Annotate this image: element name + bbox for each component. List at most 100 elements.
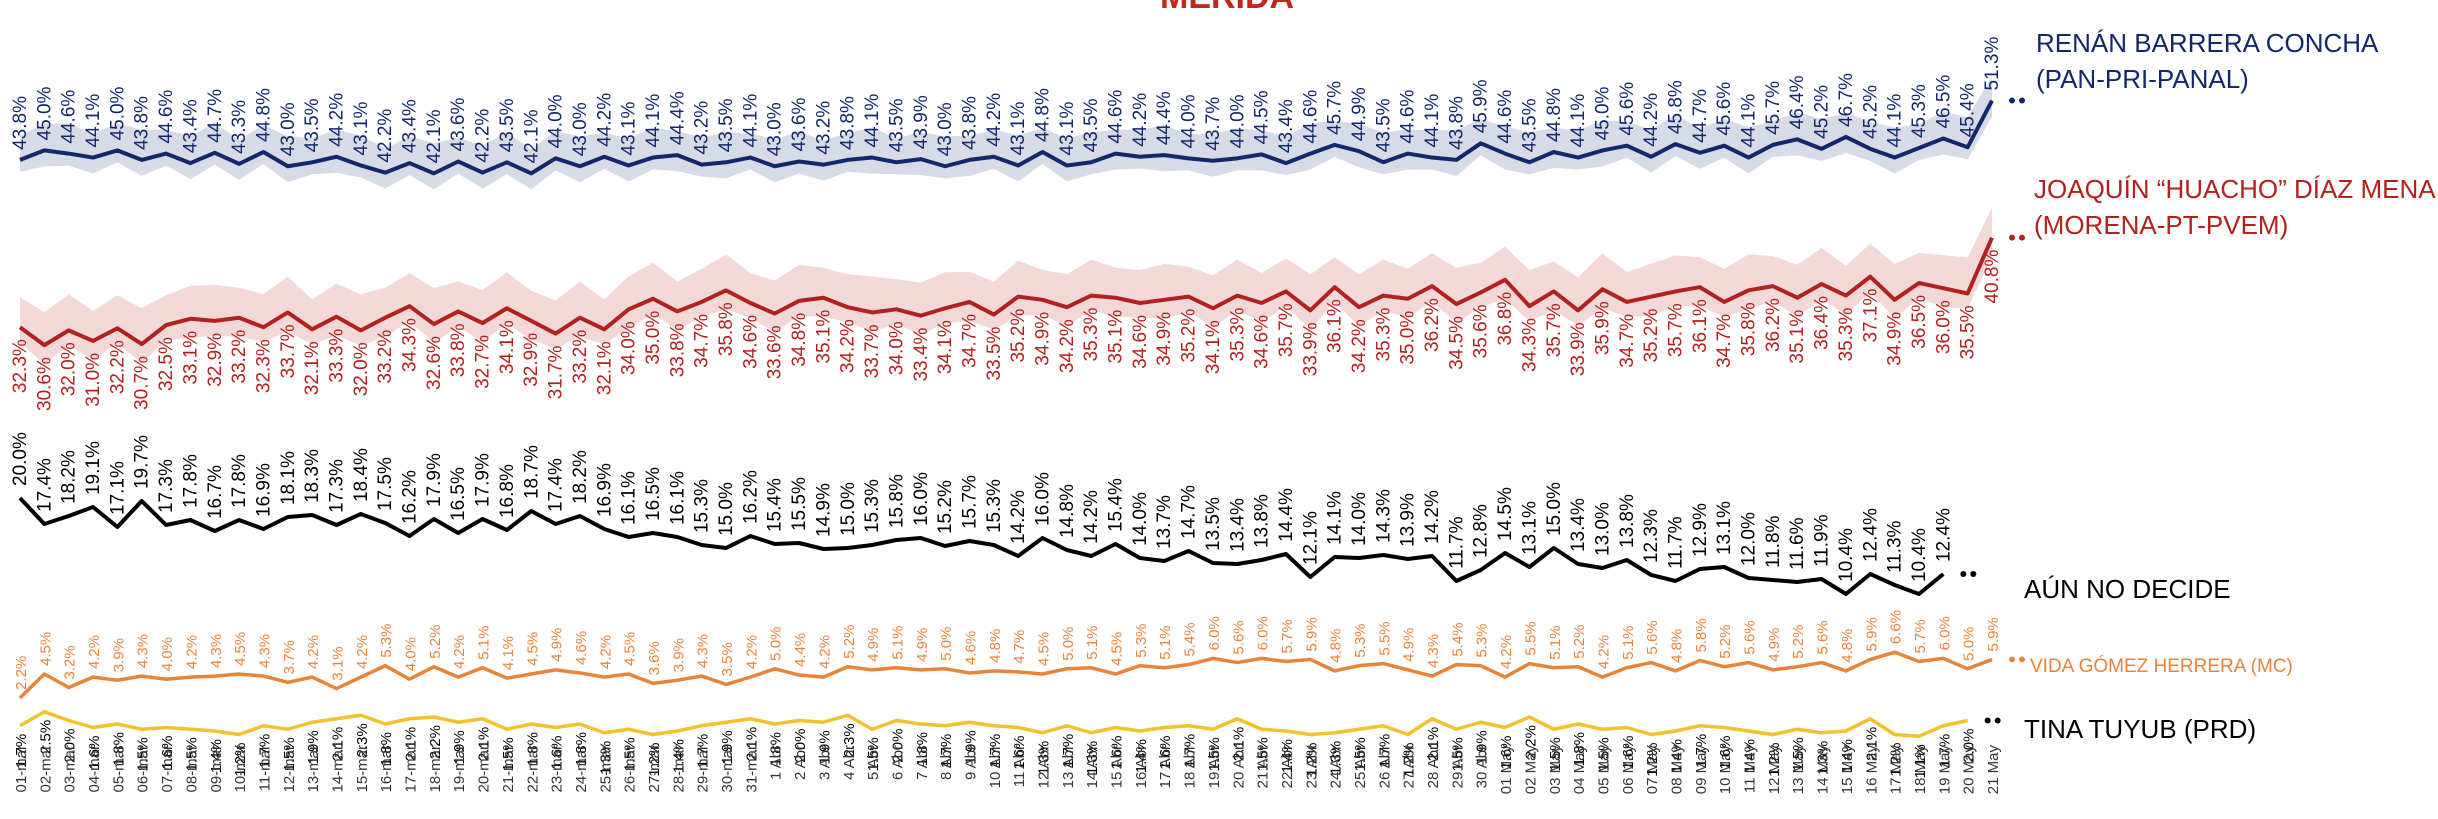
data-label-s1-18: 33.8% [448, 323, 469, 377]
data-label-s2-40: 15.3% [984, 479, 1005, 533]
data-label-s2-50: 13.4% [1227, 498, 1248, 552]
x-tick-label-33: 3 Abr [816, 745, 833, 780]
data-label-s0-50: 44.0% [1227, 94, 1248, 148]
data-label-s0-74: 45.2% [1812, 85, 1833, 139]
data-label-s4-26: 1.2% [646, 743, 663, 777]
data-label-s4-23: 1.8% [573, 732, 590, 766]
data-label-s2-64: 13.4% [1568, 498, 1589, 552]
data-label-s0-6: 44.6% [156, 90, 177, 144]
x-tick-label-70: 10 May [1717, 745, 1734, 795]
x-tick-label-4: 05-mar [110, 745, 127, 793]
data-label-s4-43: 1.7% [1060, 734, 1077, 768]
data-label-s2-36: 15.8% [886, 474, 907, 528]
end-dot-a-3 [2009, 656, 2015, 663]
data-label-s1-59: 34.5% [1446, 316, 1467, 370]
data-label-s4-63: 1.5% [1547, 737, 1564, 771]
x-tick-label-51: 21 Abr [1255, 745, 1272, 788]
data-label-s4-2: 2.0% [62, 729, 79, 763]
data-label-s4-62: 2.2% [1522, 725, 1539, 759]
data-label-s0-25: 43.1% [619, 101, 640, 155]
x-tick-label-81: 21 May [1985, 745, 2002, 795]
x-tick-label-61: 01 May [1498, 745, 1515, 795]
data-label-s1-40: 33.5% [984, 326, 1005, 380]
data-label-s4-30: 2.1% [743, 727, 760, 761]
data-label-s0-57: 44.6% [1398, 90, 1419, 144]
data-label-s0-66: 45.6% [1617, 82, 1638, 136]
x-tick-label-64: 04 May [1571, 745, 1588, 795]
data-label-s4-50: 2.1% [1230, 727, 1247, 761]
data-label-s4-47: 1.6% [1157, 736, 1174, 770]
data-label-s2-54: 14.1% [1325, 491, 1346, 545]
x-tick-label-67: 07 May [1644, 745, 1661, 795]
data-label-s3-47: 5.1% [1157, 626, 1174, 660]
x-tick-label-47: 17 Abr [1157, 745, 1174, 788]
data-label-s4-4: 1.8% [110, 732, 127, 766]
data-label-s2-33: 14.9% [813, 483, 834, 537]
data-label-s1-75: 35.3% [1836, 308, 1857, 362]
data-label-s2-45: 15.4% [1106, 478, 1127, 532]
data-label-s3-16: 4.0% [403, 637, 420, 671]
data-label-s4-38: 1.7% [938, 734, 955, 768]
x-tick-label-15: 16-mar [378, 745, 395, 793]
data-label-s1-16: 34.3% [400, 318, 421, 372]
data-label-s3-13: 3.1% [329, 646, 346, 680]
data-label-s1-17: 32.6% [424, 336, 445, 390]
data-label-s3-52: 5.7% [1279, 619, 1296, 653]
data-label-s1-57: 35.0% [1398, 311, 1419, 365]
x-tick-label-79: 19 May [1936, 745, 1953, 795]
x-tick-label-40: 10 Abr [987, 745, 1004, 788]
data-label-s0-77: 44.1% [1885, 94, 1906, 148]
data-label-s4-74: 1.3% [1815, 741, 1832, 775]
data-label-s0-5: 43.8% [132, 96, 153, 150]
data-label-s0-62: 43.5% [1519, 98, 1540, 152]
data-label-s0-58: 44.1% [1422, 94, 1443, 148]
data-label-s3-80: 5.0% [1961, 627, 1978, 661]
data-label-s1-61: 36.8% [1495, 292, 1516, 346]
data-label-s3-20: 4.1% [500, 636, 517, 670]
data-label-s3-46: 5.3% [1133, 623, 1150, 657]
data-label-s1-44: 35.3% [1081, 308, 1102, 362]
data-label-s0-61: 44.6% [1495, 90, 1516, 144]
data-label-s3-17: 5.2% [427, 625, 444, 659]
data-label-s2-35: 15.3% [862, 479, 883, 533]
data-label-s3-15: 5.3% [378, 623, 395, 657]
data-label-s0-38: 43.0% [935, 102, 956, 156]
data-label-s4-60: 1.9% [1474, 730, 1491, 764]
data-label-s3-73: 5.2% [1790, 625, 1807, 659]
data-label-s1-46: 34.6% [1130, 315, 1151, 369]
data-label-s2-57: 13.9% [1398, 493, 1419, 547]
data-label-s0-1: 45.0% [34, 86, 55, 140]
x-tick-label-5: 06-mar [135, 745, 152, 793]
data-label-s1-19: 32.7% [473, 335, 494, 389]
data-label-s0-10: 44.8% [253, 88, 274, 142]
data-label-s2-17: 17.9% [424, 453, 445, 507]
data-label-s1-15: 33.2% [375, 330, 396, 384]
data-label-s4-32: 2.0% [792, 729, 809, 763]
legend-label-tina: TINA TUYUB (PRD) [2024, 714, 2257, 744]
data-label-s4-64: 1.8% [1571, 732, 1588, 766]
data-label-s0-76: 45.2% [1860, 85, 1881, 139]
data-label-s3-74: 5.6% [1815, 620, 1832, 654]
x-tick-label-34: 4 Abr [841, 745, 858, 780]
data-label-s0-0: 43.8% [10, 96, 31, 150]
data-label-s1-0: 32.3% [10, 339, 31, 393]
data-label-s3-56: 5.5% [1376, 621, 1393, 655]
data-label-s4-31: 1.8% [768, 732, 785, 766]
data-label-s2-6: 17.3% [156, 459, 177, 513]
data-label-s4-9: 1.2% [232, 743, 249, 777]
data-label-s4-69: 1.7% [1693, 734, 1710, 768]
data-label-s1-35: 33.7% [862, 324, 883, 378]
data-label-s3-66: 5.1% [1620, 626, 1637, 660]
data-label-s4-13: 2.1% [329, 727, 346, 761]
data-label-s0-36: 43.5% [886, 98, 907, 152]
data-label-s0-11: 43.0% [278, 102, 299, 156]
data-label-s3-81: 5.9% [1985, 617, 2002, 651]
data-label-s0-12: 43.5% [302, 98, 323, 152]
x-tick-label-46: 16 Abr [1133, 745, 1150, 788]
x-tick-label-78: 18 May [1912, 745, 1929, 795]
data-label-s0-29: 43.5% [716, 98, 737, 152]
data-label-s4-3: 1.6% [86, 736, 103, 770]
data-label-s4-24: 1.3% [597, 741, 614, 775]
data-label-s0-52: 43.4% [1276, 99, 1297, 153]
data-label-s0-64: 44.1% [1568, 94, 1589, 148]
